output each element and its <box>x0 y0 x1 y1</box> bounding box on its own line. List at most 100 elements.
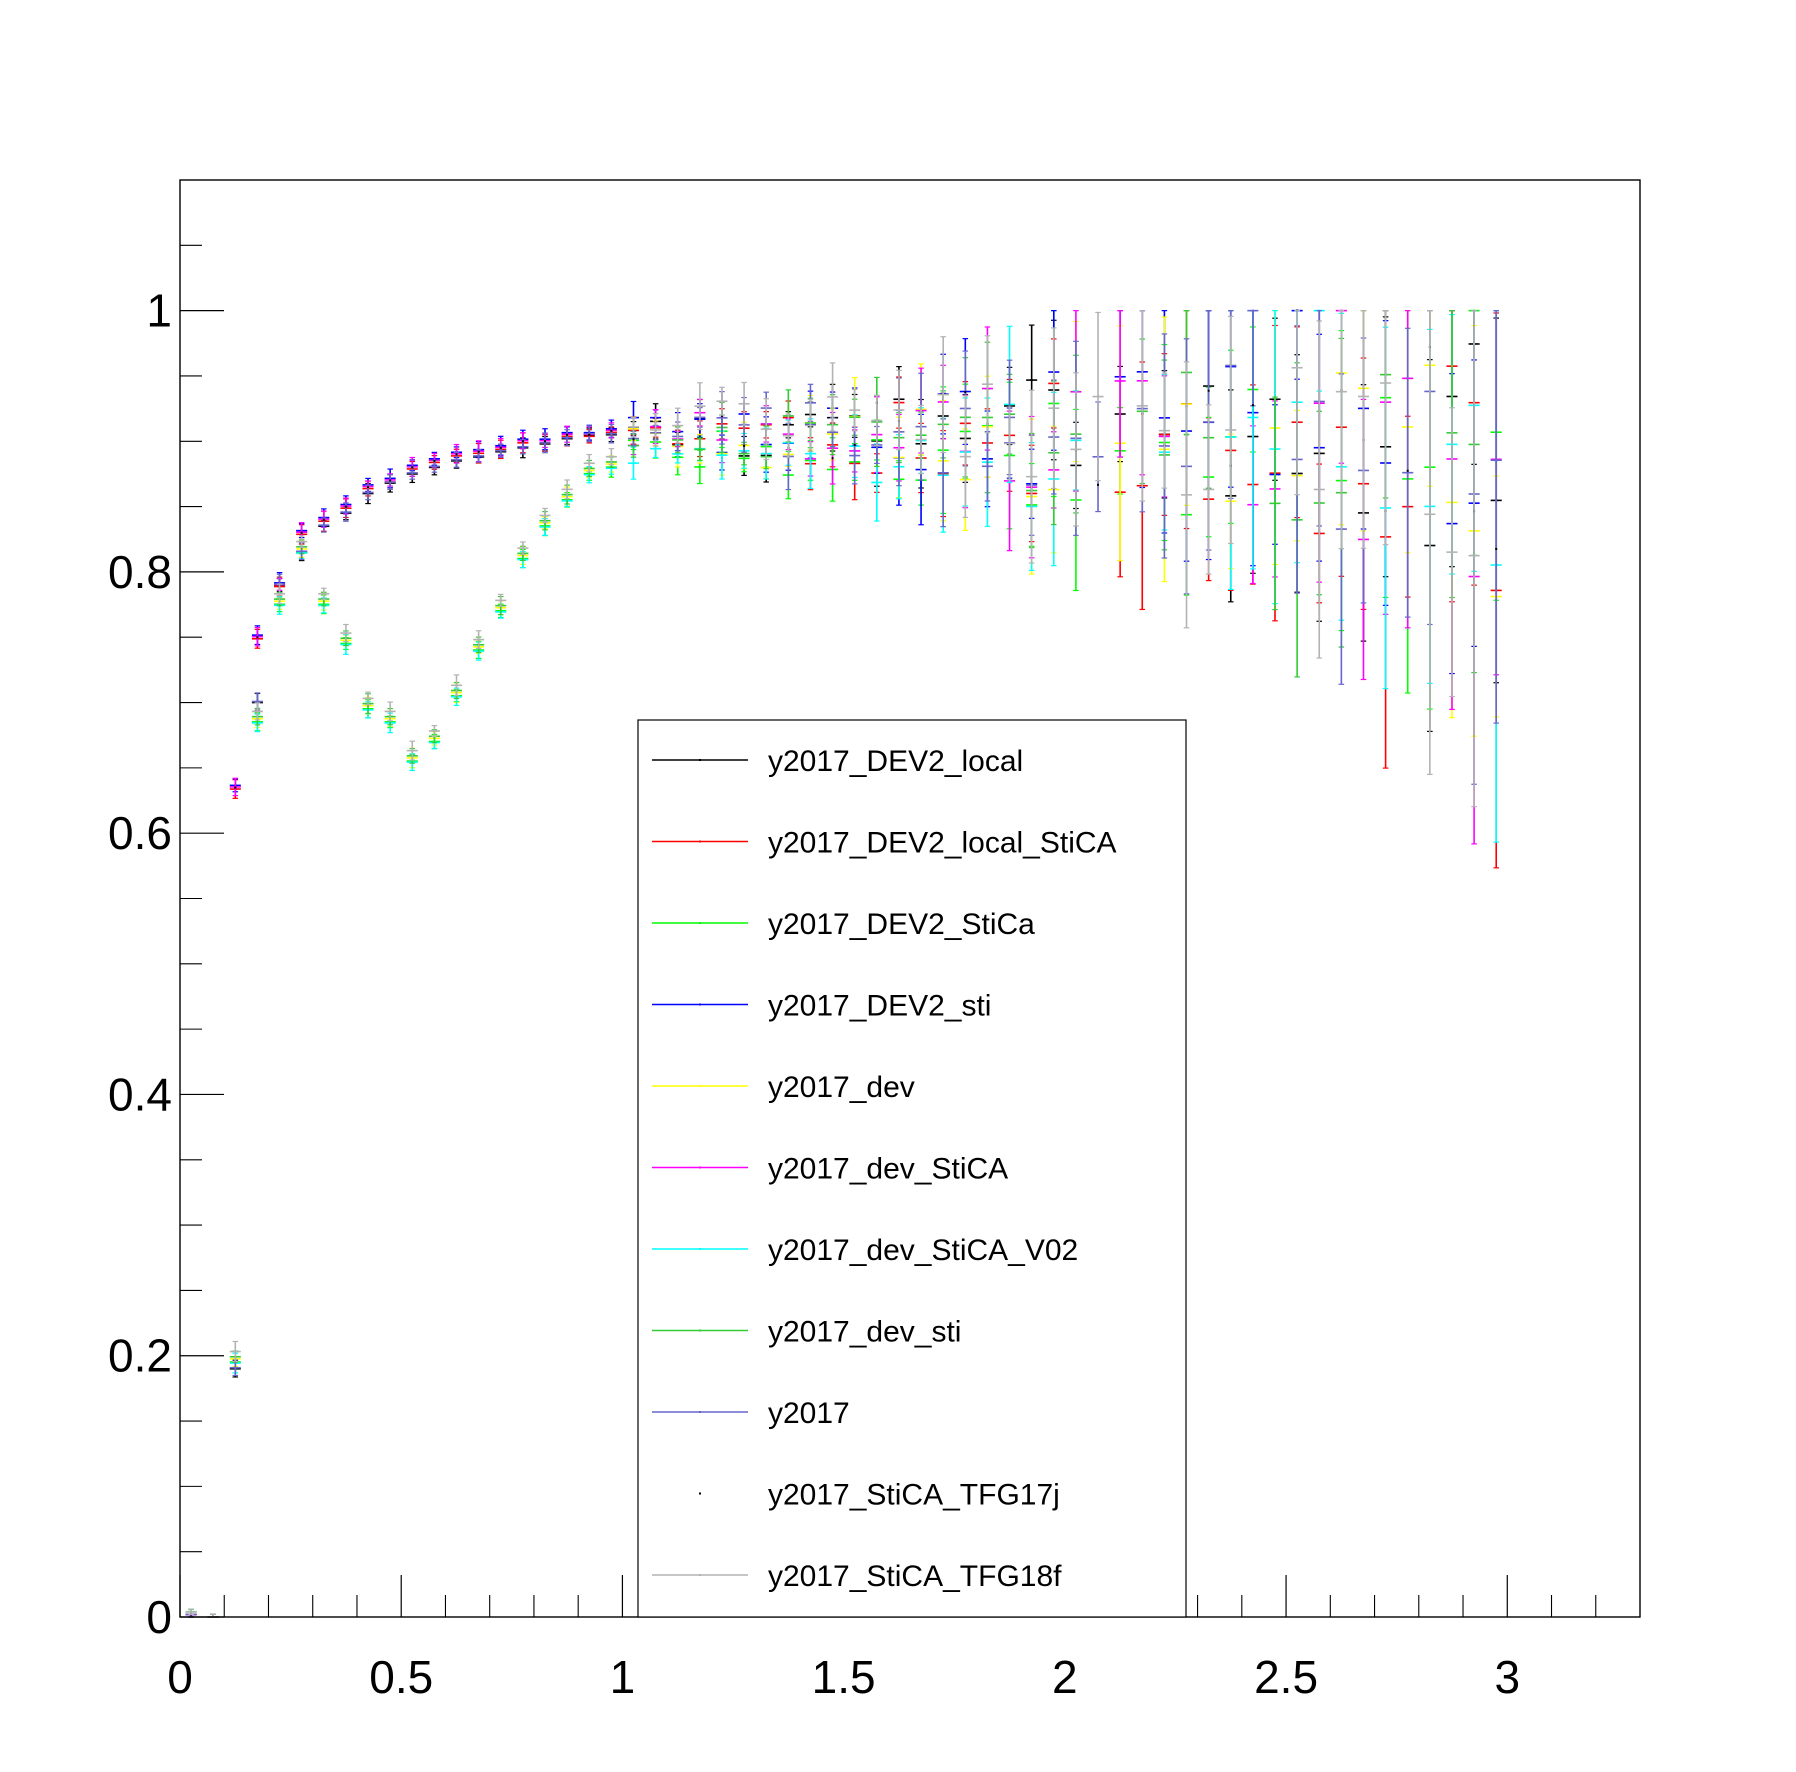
data-point-marker <box>654 428 657 431</box>
legend-label: y2017_DEV2_local <box>768 745 1023 778</box>
x-tick-label: 2 <box>1052 1651 1078 1703</box>
legend-item: y2017_dev_StiCA_V02 <box>652 1234 1078 1267</box>
data-point-marker <box>344 632 347 635</box>
legend-item: y2017_DEV2_local_StiCA <box>652 827 1117 860</box>
data-point-marker <box>654 447 657 450</box>
legend-item: y2017_DEV2_local <box>652 745 1023 778</box>
legend-label: y2017_dev_sti <box>768 1316 961 1349</box>
data-point-marker <box>831 395 834 398</box>
data-point-marker <box>1119 379 1122 382</box>
series-y2017_StiCA_TFG18f <box>185 310 1480 1618</box>
data-point-marker <box>632 462 635 465</box>
data-point-marker <box>743 444 746 447</box>
data-point-marker <box>477 450 480 453</box>
data-point-marker <box>1251 416 1254 419</box>
data-point-marker <box>1296 366 1299 369</box>
data-point-marker <box>897 409 900 412</box>
legend-item: y2017_DEV2_StiCa <box>652 908 1035 941</box>
data-point-marker <box>389 479 392 482</box>
data-point-marker <box>632 425 635 428</box>
legend-label: y2017 <box>768 1397 850 1430</box>
data-point-marker <box>234 1366 237 1369</box>
data-point-marker <box>875 419 878 422</box>
data-point-marker <box>367 485 370 488</box>
data-point-marker <box>389 710 392 713</box>
data-point-marker <box>853 454 856 457</box>
data-point-marker <box>300 531 303 534</box>
data-point-marker <box>1008 442 1011 445</box>
data-point-marker <box>234 1350 237 1353</box>
data-point-marker <box>831 457 834 460</box>
legend-label: y2017_StiCA_TFG18f <box>768 1560 1062 1593</box>
data-point-marker <box>544 440 546 443</box>
data-point-marker <box>1340 390 1343 393</box>
data-point-marker <box>720 400 723 403</box>
legend-item: y2017_dev_sti <box>652 1316 961 1349</box>
data-point-marker <box>787 434 790 437</box>
x-tick-label: 2.5 <box>1254 1651 1318 1703</box>
data-point-marker <box>544 441 546 444</box>
legend-label: y2017_DEV2_StiCa <box>768 908 1035 941</box>
data-point-marker <box>720 454 723 457</box>
series-layer <box>185 309 1502 1618</box>
data-point-marker <box>1428 513 1431 516</box>
data-point-marker <box>610 455 613 458</box>
data-point-marker <box>322 524 325 527</box>
y-tick-label: 0.6 <box>108 807 172 859</box>
data-point-marker <box>942 471 945 474</box>
data-point-marker <box>566 488 569 491</box>
legend-label: y2017_dev_StiCA <box>768 1153 1008 1186</box>
legend-item: y2017 <box>652 1397 850 1430</box>
legend-marker <box>699 922 701 924</box>
data-point-marker <box>544 514 546 517</box>
data-point-marker <box>344 505 347 508</box>
data-point-marker <box>256 710 259 713</box>
data-point-marker <box>455 453 458 456</box>
data-point-marker <box>720 416 723 419</box>
data-point-marker <box>411 466 414 469</box>
legend-marker <box>699 1166 701 1169</box>
legend-label: y2017_dev <box>768 1071 915 1104</box>
y-axis: 0 0.2 0.4 0.6 0.8 1 <box>108 244 224 1643</box>
data-point-marker <box>588 462 591 465</box>
data-point-marker <box>1495 547 1498 550</box>
data-point-marker <box>676 452 679 455</box>
data-point-marker <box>765 428 768 431</box>
data-point-marker <box>831 431 834 434</box>
legend-label: y2017_StiCA_TFG17j <box>768 1479 1060 1512</box>
legend-marker <box>699 1085 701 1087</box>
y-tick-label: 1 <box>146 285 172 337</box>
data-point-marker <box>1450 551 1453 554</box>
data-point-marker <box>521 440 524 443</box>
data-point-marker <box>964 455 967 458</box>
data-point-marker <box>278 592 281 595</box>
data-point-marker <box>300 540 303 543</box>
data-point-marker <box>521 445 524 448</box>
data-point-marker <box>1052 407 1055 410</box>
data-point-marker <box>322 592 325 595</box>
data-point-marker <box>853 409 856 412</box>
legend-marker <box>699 840 701 843</box>
legend-item: y2017_StiCA_TFG18f <box>652 1560 1062 1593</box>
data-point-marker <box>499 449 502 452</box>
legend-label: y2017_DEV2_sti <box>768 990 991 1023</box>
data-point-marker <box>411 471 414 474</box>
legend-marker <box>699 1248 701 1250</box>
data-point-marker <box>1030 475 1033 478</box>
data-point-marker <box>1163 429 1166 432</box>
data-point-marker <box>698 465 701 468</box>
data-point-marker <box>1362 395 1365 398</box>
data-point-marker <box>875 481 878 484</box>
data-point-marker <box>1384 382 1387 385</box>
data-point-marker <box>433 730 436 733</box>
data-point-marker <box>698 435 701 438</box>
legend-item: y2017_dev_StiCA <box>652 1153 1008 1186</box>
data-point-marker <box>1274 502 1276 505</box>
data-point-marker <box>1406 471 1409 474</box>
data-point-marker <box>499 446 502 449</box>
data-point-marker <box>986 383 989 386</box>
y-tick-label: 0.4 <box>108 1068 172 1120</box>
data-point-marker <box>322 518 325 521</box>
legend: y2017_DEV2_local y2017_DEV2_local_StiCA y2… <box>637 719 1187 1618</box>
data-point-marker <box>477 638 480 641</box>
